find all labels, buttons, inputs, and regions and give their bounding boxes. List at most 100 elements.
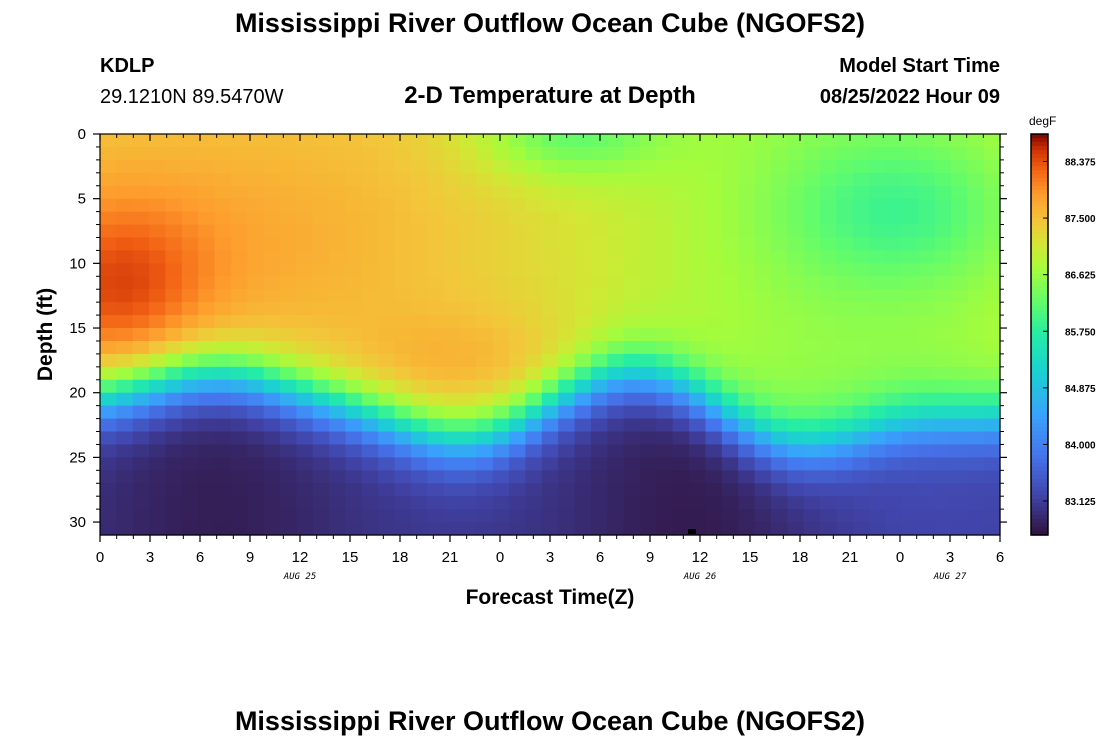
- heat-cell: [214, 522, 232, 536]
- heat-cell: [329, 379, 347, 394]
- heat-cell: [165, 172, 183, 187]
- heat-cell: [410, 509, 428, 523]
- heat-cell: [214, 340, 232, 355]
- heat-cell: [525, 509, 543, 523]
- heat-cell: [427, 224, 445, 239]
- heat-cell: [427, 522, 445, 536]
- heat-cell: [296, 405, 314, 420]
- heat-cell: [394, 340, 412, 355]
- heat-cell: [296, 340, 314, 355]
- heat-cell: [705, 315, 723, 329]
- heat-cell: [460, 444, 477, 458]
- heat-cell: [312, 289, 330, 303]
- heat-cell: [852, 185, 870, 200]
- heat-cell: [460, 224, 477, 239]
- heat-cell: [460, 366, 477, 381]
- chart-title-bottom: Mississippi River Outflow Ocean Cube (NG…: [234, 706, 866, 736]
- colorbar-segment: [1031, 134, 1048, 139]
- heat-cell: [312, 340, 330, 355]
- heat-cell: [509, 250, 527, 264]
- heat-cell: [149, 315, 167, 329]
- heat-cell: [214, 302, 232, 316]
- heat-cell: [361, 405, 379, 420]
- heat-cell: [427, 418, 445, 433]
- heat-cell: [607, 522, 625, 536]
- heat-cell: [394, 522, 412, 536]
- heat-cell: [950, 496, 968, 510]
- heat-cell: [672, 328, 690, 342]
- heat-cell: [427, 250, 445, 264]
- heat-cell: [263, 483, 281, 497]
- heat-cell: [983, 522, 1001, 536]
- heat-cell: [967, 353, 985, 368]
- heat-cell: [378, 353, 396, 368]
- heat-cell: [623, 198, 641, 213]
- heat-cell: [803, 470, 821, 484]
- heat-cell: [410, 483, 428, 497]
- heat-cell: [770, 302, 788, 316]
- heat-cell: [361, 340, 379, 355]
- heat-cell: [345, 211, 363, 226]
- heat-cell: [738, 470, 756, 484]
- heat-cell: [770, 509, 788, 523]
- heat-cell: [689, 328, 707, 342]
- heat-cell: [672, 418, 690, 433]
- heat-cell: [361, 198, 379, 213]
- heat-cell: [263, 328, 281, 342]
- heat-cell: [165, 509, 183, 523]
- heat-cell: [460, 457, 477, 471]
- heat-cell: [770, 159, 788, 174]
- heat-cell: [656, 159, 674, 174]
- heat-cell: [901, 457, 919, 471]
- heat-cell: [705, 185, 723, 200]
- heat-cell: [410, 289, 428, 303]
- heat-cell: [901, 146, 919, 161]
- heat-cell: [787, 315, 805, 329]
- heat-cell: [787, 276, 805, 290]
- heat-cell: [476, 431, 494, 446]
- colorbar-segment: [1031, 526, 1048, 532]
- colorbar-segment: [1031, 382, 1048, 388]
- heat-cell: [410, 172, 428, 187]
- heat-cell: [754, 276, 772, 290]
- heat-cell: [558, 276, 576, 290]
- heat-cell: [590, 289, 608, 303]
- heat-cell: [312, 198, 330, 213]
- heat-cell: [607, 289, 625, 303]
- heat-cell: [656, 379, 674, 394]
- heat-cell: [116, 159, 134, 174]
- heat-cell: [754, 496, 772, 510]
- heat-cell: [705, 509, 723, 523]
- heat-cell: [950, 172, 968, 187]
- heat-cell: [836, 405, 854, 420]
- heat-cell: [476, 250, 494, 264]
- heat-cell: [574, 496, 592, 510]
- heat-cell: [623, 185, 641, 200]
- heat-cell: [836, 457, 854, 471]
- heat-cell: [689, 146, 707, 161]
- heat-cell: [983, 250, 1001, 264]
- heat-cell: [640, 250, 657, 264]
- heat-cell: [672, 340, 690, 355]
- heat-cell: [361, 237, 379, 252]
- heat-cell: [410, 457, 428, 471]
- heat-cell: [230, 418, 248, 433]
- heat-cell: [541, 315, 559, 329]
- heat-cell: [689, 353, 707, 368]
- colorbar-segment: [1031, 170, 1048, 175]
- heat-cell: [100, 263, 117, 277]
- heat-cell: [394, 250, 412, 264]
- heat-cell: [100, 146, 117, 161]
- heat-cell: [116, 276, 134, 290]
- colorbar-segment: [1031, 218, 1048, 223]
- heat-cell: [656, 340, 674, 355]
- heat-cell: [852, 289, 870, 303]
- heat-cell: [852, 146, 870, 161]
- heat-cell: [132, 289, 150, 303]
- heat-cell: [312, 302, 330, 316]
- heat-cell: [410, 185, 428, 200]
- heat-cell: [787, 237, 805, 252]
- heat-cell: [574, 353, 592, 368]
- heat-cell: [230, 289, 248, 303]
- heat-cell: [443, 172, 461, 187]
